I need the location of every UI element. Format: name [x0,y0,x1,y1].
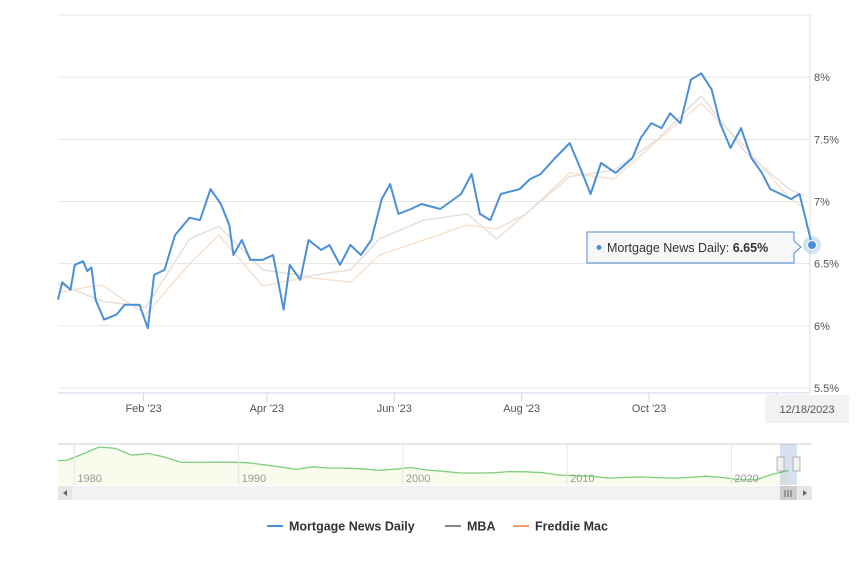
navigator-selected-range[interactable] [780,444,797,485]
y-tick-label: 6% [814,321,830,333]
x-tick-label: Oct '23 [632,403,667,415]
y-tick-label: 6.5% [814,259,839,271]
x-tick-label: Aug '23 [503,403,540,415]
x-tick-label: Feb '23 [125,403,161,415]
tooltip-bullet-icon [596,245,602,250]
y-tick-label: 7.5% [814,134,839,146]
date-label: 12/18/2023 [779,404,834,416]
navigator-year-label: 2010 [570,473,594,485]
arrow-left-icon [63,490,67,496]
x-tick-label: Jun '23 [377,403,412,415]
scrollbar-grip-icon [784,490,792,497]
tooltip-box [586,231,802,264]
navigator-year-label: 2000 [406,473,430,485]
series-line-freddie-mac [57,102,805,316]
x-tick-label: Apr '23 [250,403,285,415]
navigator-area [58,447,789,485]
scrollbar-track[interactable] [58,486,812,500]
navigator-year-label: 1980 [77,473,101,485]
navigator-year-label: 2020 [734,473,758,485]
y-tick-label: 7% [814,197,830,209]
tooltip-text: Mortgage News Daily: 6.65% [607,241,768,255]
y-tick-label: 8% [814,72,830,84]
y-tick-label: 5.5% [814,383,839,395]
navigator-series-line [57,446,789,481]
legend-item-mortgage-news-daily[interactable]: Mortgage News Daily [289,520,415,534]
navigator-left-handle[interactable] [776,456,785,472]
date-label-box [765,395,849,423]
tooltip-series-label: Mortgage News Daily: [607,241,733,255]
legend-item-freddie-mac[interactable]: Freddie Mac [535,520,608,534]
data-point-marker[interactable] [807,240,817,251]
navigator-right-handle[interactable] [792,456,801,472]
legend-item-mba[interactable]: MBA [467,520,495,534]
navigator-year-label: 1990 [242,473,266,485]
series-line-mba [57,95,804,308]
series-line-mortgage-news-daily [57,72,813,330]
arrow-right-icon [803,490,807,496]
tooltip-value: 6.65% [733,241,768,255]
